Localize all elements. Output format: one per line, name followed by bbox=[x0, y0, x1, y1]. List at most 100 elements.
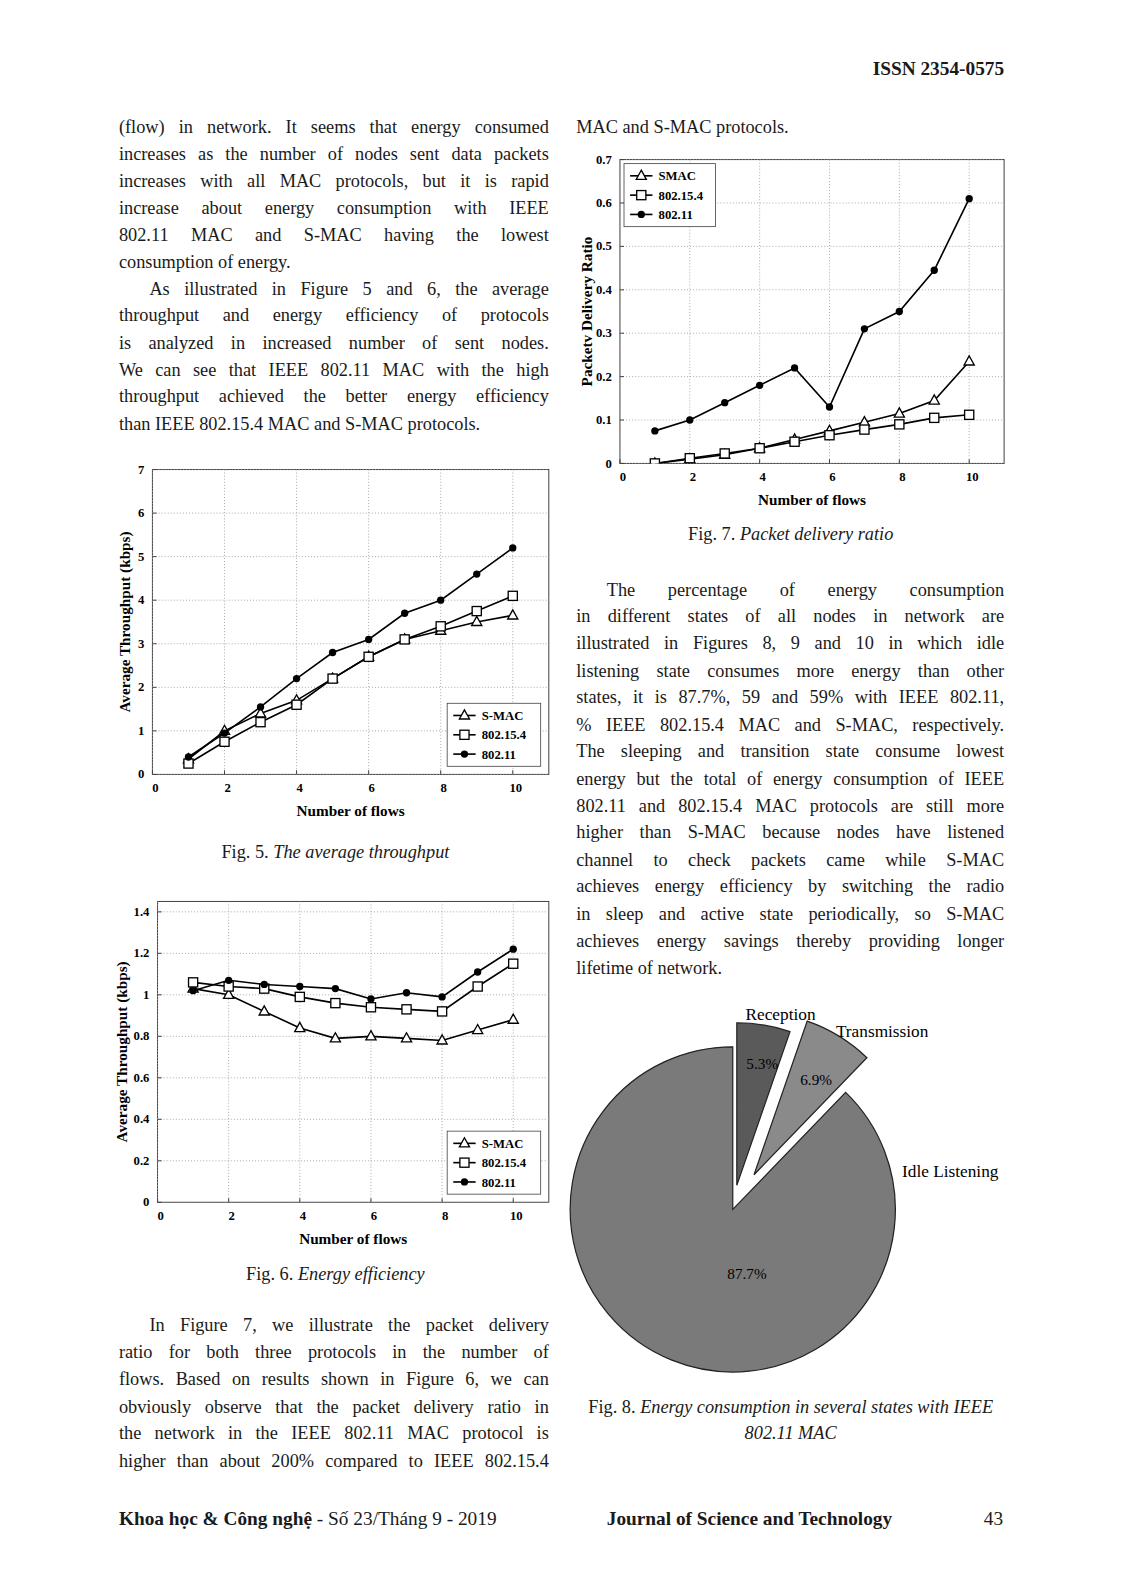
caption: Fig. 7. Packet delivery ratio bbox=[577, 520, 1004, 547]
text-line: lifetime of network. bbox=[576, 954, 1004, 981]
point bbox=[225, 977, 232, 984]
grid-line bbox=[829, 160, 830, 464]
x-axis-label: Number of flows bbox=[299, 1230, 407, 1247]
point bbox=[328, 674, 337, 683]
tick-label: 0.4 bbox=[596, 283, 613, 297]
point bbox=[438, 1007, 447, 1016]
point bbox=[189, 978, 198, 987]
tick-label: 0.5 bbox=[596, 239, 612, 253]
legend: S-MAC802.15.4802.11 bbox=[447, 1131, 541, 1194]
tick-label: 7 bbox=[138, 463, 145, 477]
caption: Fig. 5. The average throughput bbox=[122, 838, 549, 865]
tick-mark bbox=[296, 770, 297, 774]
tick-mark bbox=[152, 556, 156, 557]
tick-label: 2 bbox=[229, 1209, 235, 1223]
tick-mark bbox=[440, 770, 441, 774]
caption-label: Fig. 6. bbox=[246, 1263, 293, 1283]
tick-mark bbox=[759, 459, 760, 463]
text-line: in sleep and active state periodically, … bbox=[576, 900, 1004, 927]
text-line: illustrated in Figures 8, 9 and 10 in wh… bbox=[576, 630, 1004, 657]
tick-mark bbox=[152, 469, 156, 470]
grid-line bbox=[152, 470, 153, 775]
caption-label: Fig. 7. bbox=[688, 523, 735, 543]
text-line: The percentage of energy consumption bbox=[576, 576, 1004, 603]
series-group bbox=[188, 946, 518, 1045]
plot-frame bbox=[620, 160, 1004, 464]
tick-label: 4 bbox=[760, 470, 767, 484]
grid-line bbox=[158, 911, 549, 912]
text-line: In Figure 7, we illustrate the packet de… bbox=[119, 1312, 549, 1339]
tick-mark bbox=[513, 1198, 514, 1202]
tick-mark bbox=[620, 420, 624, 421]
tick-mark bbox=[368, 770, 369, 774]
legend-marker bbox=[460, 1158, 469, 1167]
grid-line bbox=[152, 556, 548, 557]
tick-label: 0.3 bbox=[596, 326, 612, 340]
point bbox=[400, 635, 409, 644]
point bbox=[401, 1033, 411, 1042]
point bbox=[403, 989, 410, 996]
issn: ISSN 2354-0575 bbox=[873, 58, 1004, 80]
point bbox=[261, 981, 268, 988]
tick-mark bbox=[158, 1036, 162, 1037]
tick-label: 0 bbox=[138, 767, 144, 781]
line-chart: 024681000.10.20.30.40.50.60.7Number of f… bbox=[578, 153, 1004, 508]
point bbox=[510, 946, 517, 953]
tick-label: 10 bbox=[510, 1209, 523, 1223]
grid-line bbox=[152, 469, 548, 470]
point bbox=[330, 1033, 340, 1042]
tick-mark bbox=[620, 463, 624, 464]
series-group bbox=[650, 195, 974, 463]
tick-mark bbox=[512, 770, 513, 774]
tick-label: 0.7 bbox=[596, 153, 613, 167]
point bbox=[508, 591, 517, 600]
tick-label: 4 bbox=[300, 1209, 307, 1223]
tick-mark bbox=[158, 953, 162, 954]
point bbox=[966, 195, 973, 202]
point bbox=[401, 610, 408, 617]
point bbox=[965, 410, 974, 419]
text-line: consumption of energy. bbox=[119, 249, 549, 276]
grid-line bbox=[620, 159, 1004, 160]
legend-label: S-MAC bbox=[482, 709, 524, 723]
text-line: increase about energy consumption with I… bbox=[119, 195, 549, 222]
legend-label: 802.11 bbox=[482, 748, 516, 762]
tick-mark bbox=[899, 459, 900, 463]
grid-line bbox=[152, 643, 548, 644]
grid-line bbox=[158, 1119, 549, 1120]
y-axis-label: Average Throughput (kbps) bbox=[113, 961, 131, 1142]
tick-mark bbox=[620, 202, 624, 203]
point bbox=[473, 570, 480, 577]
text-line: We can see that IEEE 802.11 MAC with the… bbox=[119, 356, 549, 383]
point bbox=[721, 399, 728, 406]
tick-label: 6 bbox=[829, 470, 835, 484]
grid-line bbox=[152, 513, 548, 514]
text-line: increases with all MAC protocols, but it… bbox=[119, 168, 549, 195]
legend-marker bbox=[461, 1178, 468, 1185]
tick-label: 6 bbox=[369, 781, 375, 795]
grid-line bbox=[152, 687, 548, 688]
point bbox=[964, 356, 974, 365]
data-label: 6.9% bbox=[800, 1071, 832, 1088]
grid-line bbox=[158, 1202, 549, 1203]
tick-mark bbox=[370, 1198, 371, 1202]
tick-label: 0 bbox=[605, 457, 611, 471]
point bbox=[367, 995, 374, 1002]
data-label: 5.3% bbox=[746, 1055, 778, 1072]
point bbox=[256, 718, 265, 727]
tick-mark bbox=[152, 687, 156, 688]
tick-label: 8 bbox=[442, 1209, 448, 1223]
series-line bbox=[655, 415, 969, 464]
slice-label: Idle Listening bbox=[902, 1162, 999, 1181]
point bbox=[509, 544, 516, 551]
legend-marker bbox=[636, 170, 646, 179]
tick-label: 0.8 bbox=[134, 1029, 150, 1043]
tick-mark bbox=[158, 1160, 162, 1161]
tick-mark bbox=[158, 1077, 162, 1078]
slice-label: Transmission bbox=[836, 1022, 929, 1041]
point bbox=[292, 700, 301, 709]
point bbox=[293, 675, 300, 682]
grid-line bbox=[759, 160, 760, 464]
tick-mark bbox=[158, 1119, 162, 1120]
grid-line bbox=[368, 470, 369, 775]
